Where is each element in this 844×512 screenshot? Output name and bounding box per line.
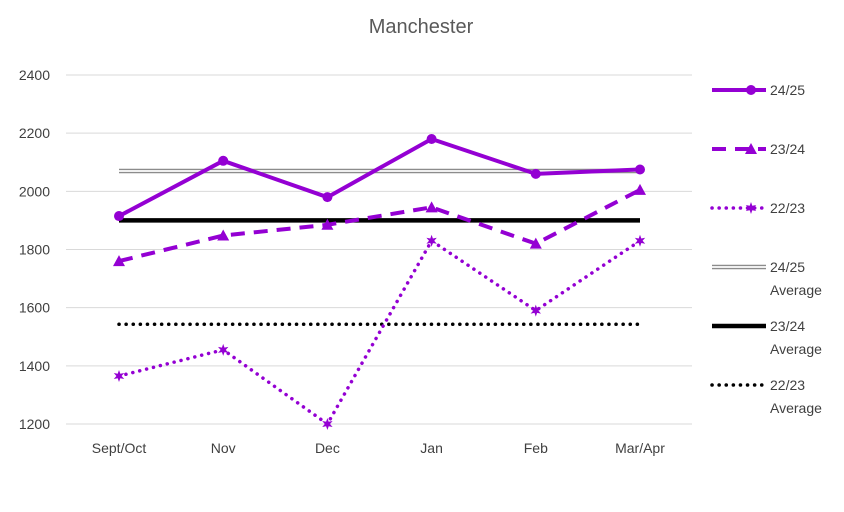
- legend-label: 22/23: [770, 377, 805, 393]
- legend-label-line2: Average: [770, 400, 822, 416]
- legend-item: 23/24 Average: [712, 318, 822, 357]
- legend-item: 24/25: [712, 82, 805, 98]
- data-point: [218, 343, 229, 356]
- y-tick-label: 2200: [19, 125, 50, 141]
- x-tick-label: Jan: [420, 440, 443, 456]
- x-tick-label: Feb: [524, 440, 548, 456]
- x-tick-label: Mar/Apr: [615, 440, 665, 456]
- x-tick-label: Nov: [211, 440, 236, 456]
- data-point: [426, 234, 437, 247]
- gridlines: [66, 74, 692, 425]
- series-line: [117, 239, 642, 426]
- legend-item: 23/24: [712, 141, 805, 157]
- legend-label: 23/24: [770, 141, 805, 157]
- legend-label: 23/24: [770, 318, 805, 334]
- data-point: [113, 370, 125, 383]
- series-group: [113, 133, 646, 430]
- data-point: [634, 183, 646, 195]
- series-22-23: [113, 234, 646, 430]
- legend-label: 22/23: [770, 200, 805, 216]
- data-point: [322, 418, 333, 430]
- data-point: [322, 192, 333, 203]
- y-tick-label: 1200: [19, 416, 50, 432]
- legend-label-line2: Average: [770, 282, 822, 298]
- data-point: [635, 164, 645, 175]
- data-point: [321, 218, 334, 230]
- data-point: [425, 201, 438, 213]
- legend-marker: [745, 143, 757, 154]
- series-line: [118, 137, 641, 218]
- legend-label: 24/25: [770, 259, 805, 275]
- legend-item: 22/23 Average: [710, 377, 822, 416]
- x-tick-label: Dec: [315, 440, 340, 456]
- chart-title: Manchester: [369, 16, 474, 38]
- legend-marker: [745, 202, 757, 214]
- legend: 24/2523/2422/2324/25Average23/24Average2…: [710, 82, 822, 416]
- x-axis-ticks: Sept/Oct Nov Dec Jan Feb Mar/Apr: [92, 440, 665, 456]
- data-point: [426, 133, 437, 144]
- series-line: [118, 188, 641, 264]
- legend-marker: [746, 85, 756, 95]
- legend-item: 22/23: [710, 200, 805, 216]
- legend-label: 24/25: [770, 82, 805, 98]
- data-point: [114, 211, 124, 222]
- data-point: [529, 237, 542, 249]
- y-axis-ticks: 1200 1400 1600 1800 2000 2200 2400: [19, 67, 50, 432]
- series-23-24: [113, 183, 646, 267]
- data-point: [217, 229, 230, 241]
- data-point: [113, 255, 125, 267]
- data-point: [530, 168, 541, 179]
- y-tick-label: 1800: [19, 242, 50, 258]
- legend-item: 24/25 Average: [712, 259, 822, 298]
- x-tick-label: Sept/Oct: [92, 440, 147, 456]
- data-point: [634, 234, 646, 247]
- y-tick-label: 1400: [19, 358, 50, 374]
- y-tick-label: 2400: [19, 67, 50, 83]
- legend-label-line2: Average: [770, 341, 822, 357]
- y-tick-label: 2000: [19, 183, 50, 199]
- data-point: [530, 304, 541, 317]
- data-point: [218, 155, 229, 166]
- y-tick-label: 1600: [19, 300, 50, 316]
- series-24-25: [114, 133, 645, 222]
